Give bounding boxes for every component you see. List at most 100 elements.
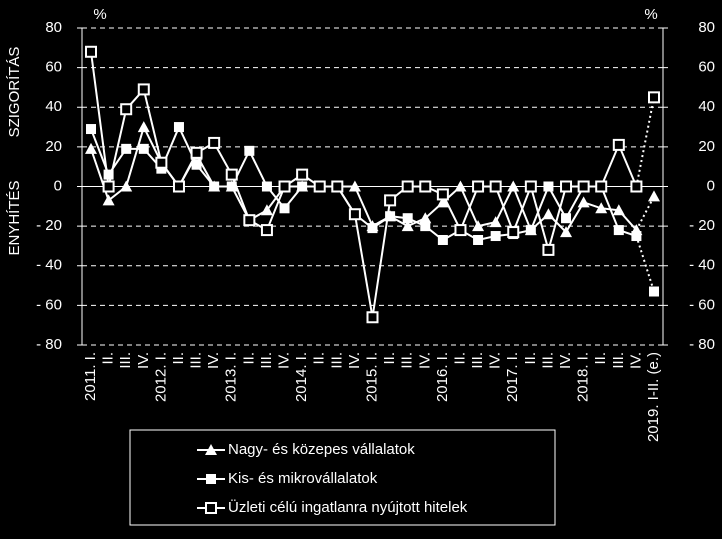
y2-tick-label: 60	[698, 59, 715, 76]
marker	[243, 214, 256, 227]
marker	[402, 213, 413, 224]
y-tick-label: 20	[45, 138, 62, 155]
marker	[85, 45, 97, 58]
x-tick-label: III.	[328, 352, 345, 369]
marker	[244, 145, 255, 156]
marker	[209, 181, 220, 192]
marker	[454, 180, 467, 192]
y-tick-label: 40	[45, 98, 62, 115]
marker	[420, 221, 431, 232]
marker	[190, 146, 203, 159]
marker	[612, 138, 625, 151]
marker	[543, 181, 554, 192]
x-tick-label: II.	[522, 352, 539, 365]
marker	[560, 180, 573, 193]
marker	[542, 243, 555, 256]
y2-tick-label: 20	[698, 138, 715, 155]
marker	[86, 124, 96, 135]
marker	[120, 180, 133, 192]
x-tick-label: II.	[100, 352, 117, 365]
marker	[419, 212, 432, 224]
marker	[436, 196, 449, 208]
x-tick-label: IV.	[135, 352, 152, 369]
marker	[331, 180, 344, 193]
marker	[296, 168, 309, 181]
marker	[120, 103, 133, 116]
marker	[472, 180, 485, 193]
x-tick-label: II.	[240, 352, 257, 365]
forecast-line	[635, 97, 655, 187]
marker	[525, 225, 536, 236]
marker	[226, 181, 237, 192]
marker	[205, 444, 217, 455]
x-tick-label: IV.	[627, 352, 644, 369]
marker	[137, 121, 150, 133]
marker	[260, 204, 273, 216]
y2-tick-label: 80	[698, 19, 715, 36]
y-tick-label: - 60	[36, 296, 62, 313]
marker	[561, 213, 572, 224]
marker	[103, 169, 114, 180]
x-tick-label: 2018. I.	[575, 352, 592, 402]
y-label-top: SZIGORÍTÁS	[6, 47, 23, 138]
marker	[297, 181, 308, 192]
marker	[384, 194, 397, 207]
x-tick-label: IV.	[205, 352, 222, 369]
x-tick-label: II.	[381, 352, 398, 365]
marker	[173, 122, 184, 133]
y2-tick-label: - 80	[689, 336, 715, 353]
x-tick-label: 2011. I.	[82, 352, 99, 401]
marker	[454, 224, 467, 237]
marker	[225, 168, 238, 181]
marker	[560, 226, 573, 238]
y-tick-label: 60	[45, 59, 62, 76]
marker	[524, 180, 537, 193]
x-tick-label: IV.	[557, 352, 574, 369]
marker	[613, 225, 624, 236]
forecast-line	[635, 195, 655, 231]
x-tick-label: III.	[610, 352, 627, 369]
marker	[137, 83, 150, 96]
forecast-line	[635, 235, 655, 292]
x-tick-label: III.	[539, 352, 556, 369]
y2-tick-label: 0	[707, 177, 715, 194]
marker	[348, 208, 361, 221]
marker	[366, 311, 379, 324]
marker	[102, 194, 115, 206]
marker	[577, 180, 590, 193]
marker	[208, 136, 221, 149]
y-label-bottom: ENYHÍTÉS	[6, 180, 23, 255]
marker	[419, 180, 432, 193]
x-tick-label: IV.	[487, 352, 504, 369]
x-tick-label: 2013. I.	[223, 352, 240, 402]
y2-tick-label: 40	[698, 98, 715, 115]
series-line	[90, 51, 638, 318]
marker	[631, 231, 642, 242]
x-tick-label: IV.	[346, 352, 363, 369]
y-tick-label: 80	[45, 19, 62, 36]
x-tick-label: III.	[399, 352, 416, 369]
marker	[489, 216, 502, 228]
x-tick-label: 2016. I.	[434, 352, 451, 402]
marker	[649, 286, 659, 297]
marker	[172, 180, 185, 193]
x-tick-label: II.	[170, 352, 187, 365]
marker	[279, 203, 290, 214]
marker	[367, 223, 378, 234]
x-tick-label: III.	[469, 352, 486, 369]
marker	[542, 208, 555, 220]
marker	[348, 180, 361, 192]
x-tick-label: II.	[311, 352, 328, 365]
legend-label: Üzleti célú ingatlanra nyújtott hitelek	[228, 498, 468, 516]
y-tick-label: - 80	[36, 336, 62, 353]
marker	[595, 180, 608, 193]
marker	[472, 220, 485, 232]
series-line	[90, 124, 637, 242]
x-tick-label: IV.	[276, 352, 293, 369]
x-tick-label: 2019. I-II. (e.)	[645, 352, 662, 442]
y-tick-label: 0	[54, 177, 62, 194]
x-tick-label: 2017. I.	[504, 352, 521, 402]
marker	[385, 211, 396, 222]
marker	[313, 180, 326, 193]
